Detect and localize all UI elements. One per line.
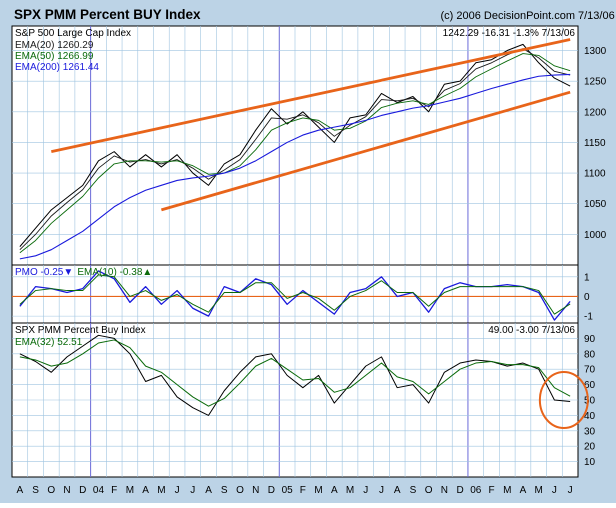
legend-arrow-icon: ▼ (63, 267, 73, 278)
y-tick-label: 1 (584, 272, 590, 283)
x-tick-label: D (456, 485, 463, 496)
y-tick-label: 80 (584, 349, 596, 360)
x-tick-label: A (520, 485, 527, 496)
y-tick-label: 20 (584, 442, 596, 453)
x-tick-label: A (17, 485, 24, 496)
x-tick-label: M (157, 485, 165, 496)
y-tick-label: 1200 (584, 107, 607, 118)
y-tick-label: 1000 (584, 230, 607, 241)
y-tick-label: 10 (584, 457, 596, 468)
x-tick-label: N (252, 485, 259, 496)
x-tick-label: A (205, 485, 212, 496)
x-tick-label: D (268, 485, 275, 496)
x-tick-label: A (331, 485, 338, 496)
x-tick-label: O (425, 485, 433, 496)
x-tick-label: A (142, 485, 149, 496)
y-tick-label: 70 (584, 365, 596, 376)
legend-item-ema-10-: EMA(10) -0.38 (77, 267, 142, 278)
x-tick-label: 04 (93, 485, 105, 496)
x-tick-label: F (111, 485, 117, 496)
y-tick-label: 1050 (584, 199, 607, 210)
y-tick-label: 30 (584, 426, 596, 437)
panel-quote-price: 1242.29 -16.31 -1.3% 7/13/06 (443, 28, 576, 39)
panel-quote-buy: 49.00 -3.00 7/13/06 (488, 325, 575, 336)
chart-title: SPX PMM Percent BUY Index (14, 7, 201, 22)
panel-header-price: S&P 500 Large Cap Index (15, 28, 131, 39)
x-tick-label: F (488, 485, 494, 496)
x-tick-label: M (535, 485, 543, 496)
x-tick-label: J (552, 485, 557, 496)
y-tick-label: 50 (584, 396, 596, 407)
legend-item-ema-200-: EMA(200) 1261.44 (15, 62, 99, 73)
y-tick-label: 1300 (584, 46, 607, 57)
y-tick-label: 0 (584, 292, 590, 303)
legend-item-ema-50-: EMA(50) 1266.99 (15, 51, 94, 62)
copyright-text: (c) 2006 DecisionPoint.com (440, 10, 575, 22)
x-tick-label: N (441, 485, 448, 496)
legend-item-ema-20-: EMA(20) 1260.29 (15, 40, 94, 51)
x-tick-label: S (32, 485, 39, 496)
x-tick-label: J (175, 485, 180, 496)
x-tick-label: M (503, 485, 511, 496)
y-tick-label: 90 (584, 334, 596, 345)
x-tick-label: J (568, 485, 573, 496)
x-tick-label: J (379, 485, 384, 496)
x-tick-label: S (410, 485, 417, 496)
x-tick-label: A (394, 485, 401, 496)
x-tick-label: M (314, 485, 322, 496)
x-tick-label: J (363, 485, 368, 496)
y-tick-label: -1 (584, 312, 593, 323)
y-tick-label: 1150 (584, 138, 606, 149)
date-label: 7/13/06 (578, 10, 615, 22)
panel-header-buy: SPX PMM Percent Buy Index (15, 325, 146, 336)
x-tick-label: S (221, 485, 228, 496)
x-tick-label: D (79, 485, 86, 496)
legend-item-ema-32-: EMA(32) 52.51 (15, 337, 83, 348)
x-tick-label: J (190, 485, 195, 496)
x-tick-label: M (126, 485, 134, 496)
x-tick-label: M (346, 485, 354, 496)
x-tick-label: 05 (282, 485, 294, 496)
x-tick-label: F (300, 485, 306, 496)
x-tick-label: 06 (470, 485, 482, 496)
legend-arrow-icon: ▲ (142, 267, 152, 278)
x-tick-label: N (63, 485, 70, 496)
x-tick-label: O (47, 485, 55, 496)
legend-item-pmo: PMO -0.25 (15, 267, 64, 278)
y-tick-label: 1250 (584, 77, 607, 88)
x-tick-label: O (236, 485, 244, 496)
y-tick-label: 1100 (584, 169, 606, 180)
